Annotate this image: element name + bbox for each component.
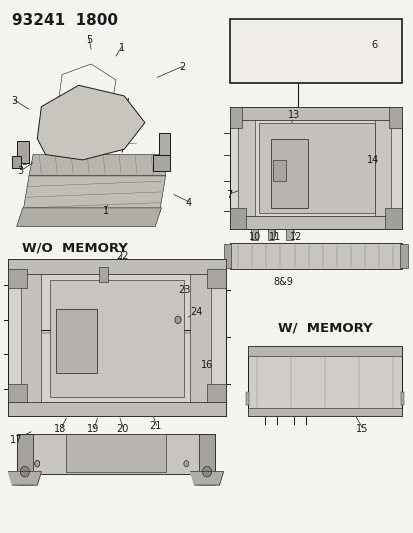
Bar (400, 392, 403, 405)
Bar (8, 259, 225, 416)
Ellipse shape (175, 316, 181, 324)
Bar (198, 434, 215, 485)
Polygon shape (29, 155, 165, 176)
Text: 93241  1800: 93241 1800 (12, 13, 118, 28)
Bar (374, 120, 390, 216)
Bar (190, 274, 211, 402)
Bar (21, 274, 41, 402)
Text: 3: 3 (12, 96, 17, 106)
Text: 12: 12 (289, 232, 301, 242)
Bar (229, 107, 401, 120)
Ellipse shape (202, 466, 211, 477)
Bar (229, 107, 242, 128)
Text: 18: 18 (54, 424, 66, 434)
Bar (17, 434, 33, 485)
Bar (17, 141, 29, 163)
Bar (153, 155, 169, 171)
Text: 13: 13 (287, 110, 299, 119)
Polygon shape (17, 208, 161, 227)
Ellipse shape (20, 466, 29, 477)
Bar (8, 259, 225, 274)
Bar (388, 107, 401, 128)
Text: 11: 11 (268, 232, 281, 242)
Text: 1: 1 (102, 206, 108, 215)
Bar (50, 280, 184, 397)
Bar (223, 244, 230, 268)
Bar (237, 120, 254, 216)
Bar (286, 229, 292, 240)
Bar (8, 384, 27, 402)
Bar (273, 160, 285, 181)
Text: 21: 21 (149, 422, 161, 431)
Text: W/O  MEMORY: W/O MEMORY (21, 241, 127, 254)
Text: 20: 20 (116, 424, 128, 434)
Text: 22: 22 (116, 251, 128, 261)
Ellipse shape (211, 389, 220, 398)
Bar (8, 402, 225, 416)
Ellipse shape (211, 274, 220, 284)
Text: 4: 4 (185, 198, 191, 207)
Bar (229, 107, 401, 229)
Bar (12, 156, 21, 168)
Ellipse shape (13, 274, 22, 284)
Bar (17, 434, 215, 474)
Polygon shape (23, 176, 165, 213)
Bar (229, 216, 401, 229)
Text: 17: 17 (10, 435, 23, 445)
Text: 2: 2 (178, 62, 185, 71)
Bar (258, 123, 374, 213)
Bar (159, 133, 169, 155)
Text: 19: 19 (87, 424, 99, 434)
Bar (8, 269, 27, 288)
Bar (267, 229, 274, 240)
Bar (248, 408, 401, 416)
Bar (246, 392, 249, 405)
Text: 23: 23 (178, 286, 190, 295)
Ellipse shape (35, 461, 40, 467)
Ellipse shape (183, 461, 188, 467)
Ellipse shape (35, 461, 40, 467)
Ellipse shape (13, 389, 22, 398)
Bar (229, 19, 401, 83)
Bar (248, 346, 401, 416)
Bar (384, 208, 401, 229)
Bar (99, 266, 107, 282)
Text: 1: 1 (119, 43, 125, 53)
Bar (229, 243, 401, 269)
Bar (251, 229, 257, 240)
Bar (56, 309, 97, 373)
Polygon shape (37, 85, 145, 160)
Ellipse shape (22, 160, 27, 165)
Text: 16: 16 (200, 360, 213, 370)
Ellipse shape (391, 114, 398, 122)
Text: 5: 5 (85, 35, 92, 45)
Text: 6: 6 (371, 41, 377, 50)
Polygon shape (190, 472, 223, 485)
Text: 14: 14 (366, 155, 378, 165)
Bar (248, 346, 401, 356)
Bar (271, 139, 308, 208)
Text: 24: 24 (190, 307, 202, 317)
Bar (66, 434, 165, 472)
Bar (206, 384, 225, 402)
Text: 8&9: 8&9 (273, 278, 293, 287)
Bar (206, 269, 225, 288)
Text: W/  MEMORY: W/ MEMORY (277, 321, 371, 334)
Ellipse shape (388, 216, 395, 223)
Text: 10: 10 (248, 232, 260, 242)
Ellipse shape (233, 216, 240, 223)
Bar (399, 244, 407, 268)
Text: 3: 3 (18, 166, 24, 175)
Ellipse shape (22, 152, 27, 157)
Bar (229, 208, 246, 229)
Polygon shape (8, 472, 41, 485)
Text: 7: 7 (226, 190, 233, 199)
Ellipse shape (232, 114, 239, 122)
Text: 15: 15 (355, 424, 368, 434)
